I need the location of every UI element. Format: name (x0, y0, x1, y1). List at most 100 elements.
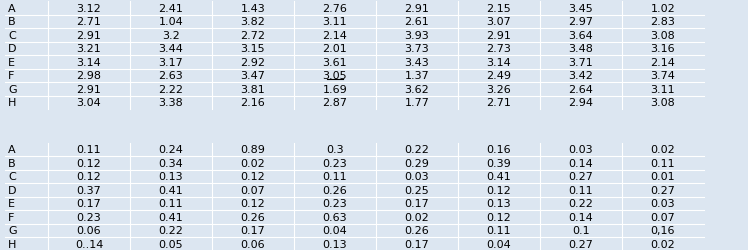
Text: 2.16: 2.16 (241, 98, 266, 108)
Text: 0.41: 0.41 (159, 212, 183, 222)
Text: 0.22: 0.22 (159, 226, 183, 235)
Text: 3.16: 3.16 (651, 44, 675, 54)
Text: 0.02: 0.02 (241, 158, 266, 168)
Text: 0.27: 0.27 (568, 239, 593, 249)
Text: 0..14: 0..14 (75, 239, 103, 249)
Text: E: E (8, 199, 15, 209)
Text: 0.02: 0.02 (651, 145, 675, 155)
Text: 1.37: 1.37 (405, 71, 429, 81)
Text: 0.26: 0.26 (405, 226, 429, 235)
Text: 0.25: 0.25 (405, 185, 429, 195)
Text: 0.03: 0.03 (651, 199, 675, 209)
Text: 3.82: 3.82 (241, 17, 266, 27)
Text: 0.04: 0.04 (487, 239, 512, 249)
Bar (5, 143, 704, 250)
Text: 3.81: 3.81 (241, 84, 266, 94)
Text: 0.1: 0.1 (572, 226, 590, 235)
Text: 3.26: 3.26 (487, 84, 512, 94)
Text: 0.17: 0.17 (76, 199, 102, 209)
Text: 1.43: 1.43 (241, 4, 266, 14)
Text: 0.26: 0.26 (241, 212, 266, 222)
Text: 0.17: 0.17 (405, 239, 429, 249)
Text: 2.15: 2.15 (487, 4, 512, 14)
Text: 0.63: 0.63 (322, 212, 347, 222)
Text: 2.41: 2.41 (159, 4, 183, 14)
Text: 3.64: 3.64 (568, 31, 593, 40)
Text: 3.21: 3.21 (76, 44, 102, 54)
Text: 2.22: 2.22 (159, 84, 183, 94)
Text: 1.69: 1.69 (322, 84, 347, 94)
Text: 0.12: 0.12 (76, 158, 102, 168)
Text: 2.71: 2.71 (76, 17, 102, 27)
Text: 2.63: 2.63 (159, 71, 183, 81)
Text: 0.13: 0.13 (322, 239, 347, 249)
Text: 1.02: 1.02 (651, 4, 675, 14)
Text: 0.41: 0.41 (487, 172, 512, 182)
Text: 2.91: 2.91 (405, 4, 429, 14)
Text: 2.92: 2.92 (241, 58, 266, 68)
Text: 0.14: 0.14 (568, 158, 593, 168)
Text: 2.72: 2.72 (241, 31, 266, 40)
Text: 2.76: 2.76 (322, 4, 347, 14)
Text: 2.14: 2.14 (651, 58, 675, 68)
Text: 3.42: 3.42 (568, 71, 593, 81)
Text: 2.83: 2.83 (651, 17, 675, 27)
Text: E: E (8, 58, 15, 68)
Text: 0.27: 0.27 (568, 172, 593, 182)
Text: 2.87: 2.87 (322, 98, 348, 108)
Text: 3.14: 3.14 (76, 58, 102, 68)
Text: 1.04: 1.04 (159, 17, 183, 27)
Text: 2.61: 2.61 (405, 17, 429, 27)
Text: 0,16: 0,16 (651, 226, 675, 235)
Text: 0.23: 0.23 (322, 158, 347, 168)
Text: 0.22: 0.22 (568, 199, 593, 209)
Text: 0.22: 0.22 (405, 145, 429, 155)
Text: 0.39: 0.39 (487, 158, 512, 168)
Text: 0.12: 0.12 (76, 172, 102, 182)
Text: 0.07: 0.07 (651, 212, 675, 222)
Text: 0.12: 0.12 (487, 212, 512, 222)
Text: 3.11: 3.11 (651, 84, 675, 94)
Text: 0.03: 0.03 (405, 172, 429, 182)
Text: 3.14: 3.14 (487, 58, 512, 68)
Text: 3.44: 3.44 (159, 44, 183, 54)
Text: 2.91: 2.91 (76, 84, 102, 94)
Text: 0.06: 0.06 (241, 239, 266, 249)
Text: D: D (8, 185, 16, 195)
Text: 0.11: 0.11 (487, 226, 512, 235)
Text: 0.11: 0.11 (159, 199, 183, 209)
Text: 3.15: 3.15 (241, 44, 266, 54)
Text: 0.13: 0.13 (487, 199, 512, 209)
Text: 3.08: 3.08 (651, 31, 675, 40)
Text: 3.04: 3.04 (76, 98, 102, 108)
Text: 0.23: 0.23 (76, 212, 102, 222)
Text: 0.11: 0.11 (77, 145, 101, 155)
Text: 0.11: 0.11 (651, 158, 675, 168)
Text: 0.13: 0.13 (159, 172, 183, 182)
Text: 0.04: 0.04 (322, 226, 347, 235)
Text: 0.11: 0.11 (322, 172, 347, 182)
Text: 0.17: 0.17 (241, 226, 266, 235)
Text: 0.06: 0.06 (77, 226, 101, 235)
Text: 2.97: 2.97 (568, 17, 593, 27)
Text: 0.14: 0.14 (568, 212, 593, 222)
Text: 0.3: 0.3 (326, 145, 344, 155)
Text: 3.08: 3.08 (651, 98, 675, 108)
Text: 2.91: 2.91 (486, 31, 512, 40)
Text: 2.94: 2.94 (568, 98, 593, 108)
Text: G: G (8, 226, 16, 235)
Text: 0.11: 0.11 (568, 185, 593, 195)
Text: 0.05: 0.05 (159, 239, 183, 249)
Text: 0.27: 0.27 (651, 185, 675, 195)
Text: 3.71: 3.71 (568, 58, 593, 68)
Text: 0.02: 0.02 (651, 239, 675, 249)
Text: D: D (8, 44, 16, 54)
Text: 3.38: 3.38 (159, 98, 183, 108)
Text: 2.49: 2.49 (486, 71, 512, 81)
Text: 3.48: 3.48 (568, 44, 593, 54)
Text: F: F (8, 212, 14, 222)
Text: 2.64: 2.64 (568, 84, 593, 94)
Text: 3.93: 3.93 (405, 31, 429, 40)
Text: 3.07: 3.07 (487, 17, 512, 27)
Text: 0.17: 0.17 (405, 199, 429, 209)
